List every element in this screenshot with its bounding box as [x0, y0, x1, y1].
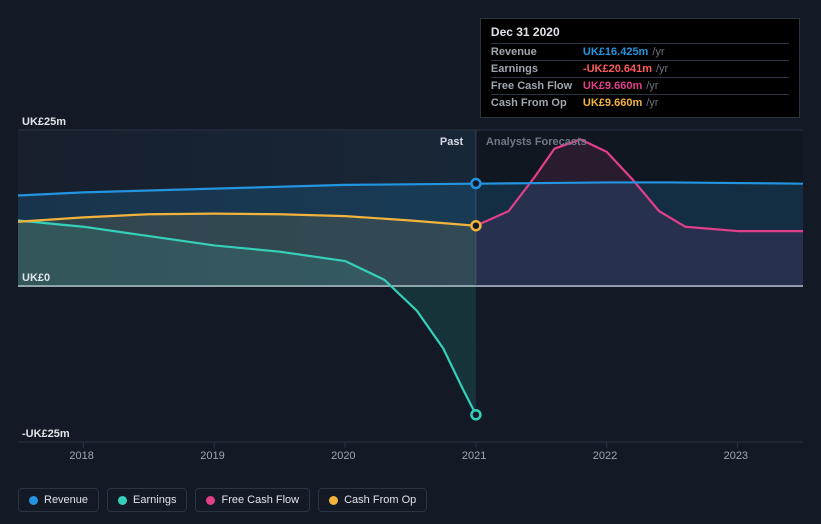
legend-swatch [29, 496, 38, 505]
tooltip-row: Cash From OpUK£9.660m/yr [491, 94, 789, 111]
legend-swatch [118, 496, 127, 505]
legend-swatch [329, 496, 338, 505]
legend-item-cash_from_op[interactable]: Cash From Op [318, 488, 427, 512]
x-axis-label: 2018 [69, 450, 93, 462]
tooltip-row: RevenueUK£16.425m/yr [491, 43, 789, 60]
past-label: Past [440, 136, 463, 148]
legend-item-free_cash_flow[interactable]: Free Cash Flow [195, 488, 310, 512]
legend-label: Cash From Op [344, 494, 416, 506]
tooltip-row: Free Cash FlowUK£9.660m/yr [491, 77, 789, 94]
x-axis-label: 2021 [462, 450, 486, 462]
legend-swatch [206, 496, 215, 505]
y-axis-label: UK£0 [22, 272, 50, 284]
x-axis-label: 2020 [331, 450, 355, 462]
legend-label: Earnings [133, 494, 176, 506]
chart-tooltip: Dec 31 2020RevenueUK£16.425m/yrEarnings-… [480, 18, 800, 118]
forecasts-label: Analysts Forecasts [486, 136, 587, 148]
x-axis-label: 2019 [200, 450, 224, 462]
legend-label: Free Cash Flow [221, 494, 299, 506]
tooltip-row: Earnings-UK£20.641m/yr [491, 60, 789, 77]
x-axis-label: 2022 [593, 450, 617, 462]
legend-label: Revenue [44, 494, 88, 506]
x-axis-label: 2023 [724, 450, 748, 462]
legend: Revenue Earnings Free Cash Flow Cash From O… [18, 488, 427, 512]
legend-item-revenue[interactable]: Revenue [18, 488, 99, 512]
legend-item-earnings[interactable]: Earnings [107, 488, 187, 512]
y-axis-label: -UK£25m [22, 428, 70, 440]
tooltip-date: Dec 31 2020 [491, 25, 789, 43]
y-axis-label: UK£25m [22, 116, 66, 128]
